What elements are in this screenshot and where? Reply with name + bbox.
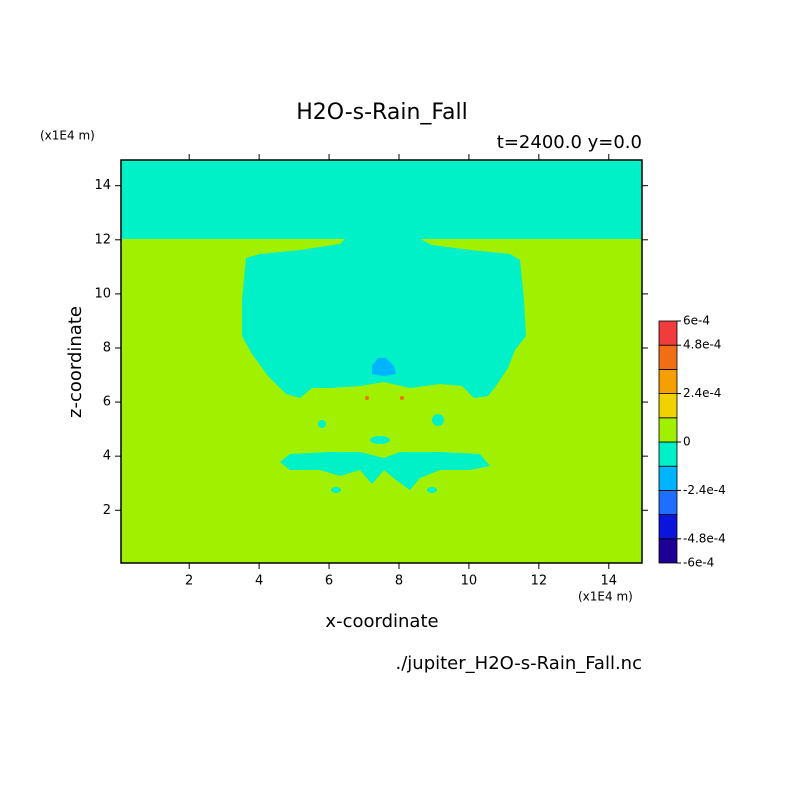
- y-tick-label: 8: [103, 340, 111, 355]
- colorbar-bin: [658, 320, 678, 346]
- y-tick-label: 6: [103, 395, 111, 410]
- colorbar-bin: [658, 441, 678, 467]
- colorbar-label: 0: [683, 435, 691, 449]
- colorbar-label: 6e-4: [683, 314, 710, 328]
- chart-title: H2O-s-Rain_Fall: [296, 100, 468, 125]
- x-tick-label: 8: [395, 574, 403, 589]
- x-tick-label: 10: [461, 574, 478, 589]
- colorbar-label: 4.8e-4: [683, 338, 721, 352]
- x-axis-label: x-coordinate: [325, 611, 438, 632]
- region: [331, 487, 341, 493]
- region: [400, 396, 404, 400]
- x-tick-label: 4: [255, 574, 263, 589]
- plot-frame: [120, 159, 643, 564]
- region: [280, 452, 490, 490]
- x-tick-label: 12: [531, 574, 548, 589]
- region: [370, 436, 390, 444]
- footnote: ./jupiter_H2O-s-Rain_Fall.nc: [396, 653, 643, 674]
- colorbar-bin: [658, 417, 678, 443]
- colorbar-label: -4.8e-4: [683, 531, 726, 545]
- region: [318, 420, 326, 428]
- region: [427, 487, 437, 493]
- y-unit: (x1E4 m): [40, 129, 95, 143]
- region: [432, 414, 444, 426]
- y-tick-label: 14: [94, 178, 111, 193]
- y-tick-label: 12: [94, 232, 111, 247]
- colorbar-bin: [658, 465, 678, 491]
- region: [121, 160, 642, 239]
- region: [372, 358, 396, 376]
- colorbar-bin: [658, 489, 678, 515]
- x-tick-label: 6: [325, 574, 333, 589]
- region: [242, 239, 526, 398]
- colorbar-label: 2.4e-4: [683, 386, 721, 400]
- colorbar-label: -6e-4: [683, 556, 714, 570]
- region: [365, 396, 369, 400]
- colorbar-label: -2.4e-4: [683, 483, 726, 497]
- colorbar-bin: [658, 393, 678, 419]
- x-tick-label: 14: [601, 574, 618, 589]
- y-tick-label: 4: [103, 449, 111, 464]
- colorbar-bin: [658, 538, 678, 564]
- y-tick-label: 10: [94, 286, 111, 301]
- colorbar-bin: [658, 514, 678, 540]
- y-axis-label: z-coordinate: [65, 306, 86, 418]
- chart-subtitle: t=2400.0 y=0.0: [497, 132, 642, 153]
- colorbar-bin: [658, 344, 678, 370]
- x-unit: (x1E4 m): [578, 590, 633, 604]
- y-tick-label: 2: [103, 503, 111, 518]
- x-tick-label: 2: [185, 574, 193, 589]
- colorbar-bin: [658, 368, 678, 394]
- contour-field: [121, 160, 642, 563]
